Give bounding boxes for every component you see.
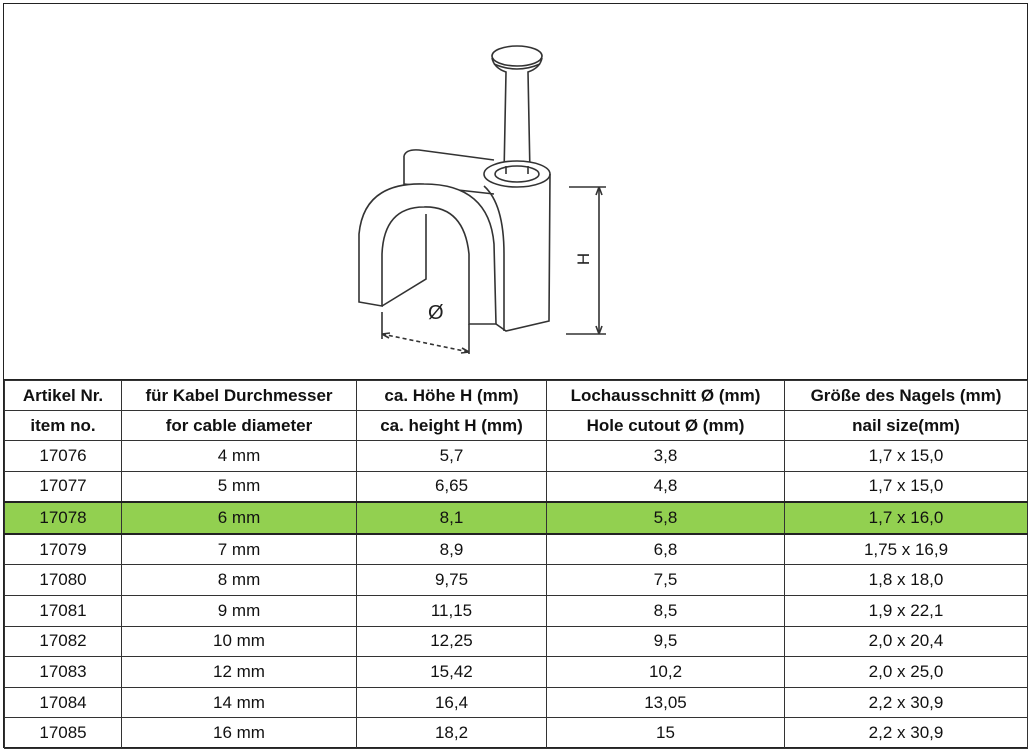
cell-height: 8,9 xyxy=(356,533,547,566)
cell-nail-size: 1,7 x 16,0 xyxy=(784,501,1028,535)
cell-item-no: 17077 xyxy=(4,470,122,503)
cell-height: 18,2 xyxy=(356,717,547,749)
cell-hole-cutout: 13,05 xyxy=(546,686,785,719)
table-row: 17077 5 mm 6,65 4,8 1,7 x 15,0 xyxy=(4,470,1028,503)
header-nail-size-en: nail size(mm) xyxy=(784,410,1028,441)
cell-height: 11,15 xyxy=(356,594,547,627)
cell-hole-cutout: 15 xyxy=(546,717,785,749)
cell-hole-cutout: 10,2 xyxy=(546,656,785,688)
cell-nail-size: 2,0 x 25,0 xyxy=(784,656,1028,688)
cell-height: 6,65 xyxy=(356,470,547,503)
table-row: 17082 10 mm 12,25 9,5 2,0 x 20,4 xyxy=(4,625,1028,658)
cell-height: 5,7 xyxy=(356,440,547,472)
diameter-label: Ø xyxy=(428,302,444,324)
cell-item-no: 17079 xyxy=(4,533,122,566)
header-cable-diameter-en: for cable diameter xyxy=(121,410,357,441)
cell-height: 12,25 xyxy=(356,625,547,658)
cell-item-no: 17085 xyxy=(4,717,122,749)
cell-item-no: 17076 xyxy=(4,440,122,472)
cell-hole-cutout: 7,5 xyxy=(546,564,785,596)
cell-cable-diameter: 5 mm xyxy=(121,470,357,503)
cell-cable-diameter: 12 mm xyxy=(121,656,357,688)
table-row: 17076 4 mm 5,7 3,8 1,7 x 15,0 xyxy=(4,440,1028,472)
product-sheet: Ø H Artikel Nr. für Kabel Durchmesser ca… xyxy=(3,3,1028,749)
cell-hole-cutout: 4,8 xyxy=(546,470,785,503)
cell-item-no: 17084 xyxy=(4,686,122,719)
header-row-de: Artikel Nr. für Kabel Durchmesser ca. Hö… xyxy=(4,380,1028,411)
cell-cable-diameter: 16 mm xyxy=(121,717,357,749)
header-height-de: ca. Höhe H (mm) xyxy=(356,380,547,411)
table-row: 17080 8 mm 9,75 7,5 1,8 x 18,0 xyxy=(4,564,1028,596)
cell-item-no: 17081 xyxy=(4,594,122,627)
cell-cable-diameter: 4 mm xyxy=(121,440,357,472)
cable-clip-drawing: Ø H xyxy=(4,4,1027,380)
header-hole-cutout-en: Hole cutout Ø (mm) xyxy=(546,410,785,441)
cell-nail-size: 2,2 x 30,9 xyxy=(784,686,1028,719)
cell-nail-size: 1,75 x 16,9 xyxy=(784,533,1028,566)
cell-height: 9,75 xyxy=(356,564,547,596)
cell-item-no: 17080 xyxy=(4,564,122,596)
table-row: 17084 14 mm 16,4 13,05 2,2 x 30,9 xyxy=(4,686,1028,719)
cell-hole-cutout: 3,8 xyxy=(546,440,785,472)
cell-cable-diameter: 7 mm xyxy=(121,533,357,566)
cell-nail-size: 1,8 x 18,0 xyxy=(784,564,1028,596)
cell-hole-cutout: 9,5 xyxy=(546,625,785,658)
header-hole-cutout-de: Lochausschnitt Ø (mm) xyxy=(546,380,785,411)
cell-nail-size: 2,2 x 30,9 xyxy=(784,717,1028,749)
cell-cable-diameter: 14 mm xyxy=(121,686,357,719)
header-item-no-de: Artikel Nr. xyxy=(4,380,122,411)
cell-item-no: 17082 xyxy=(4,625,122,658)
cell-nail-size: 1,9 x 22,1 xyxy=(784,594,1028,627)
header-row-en: item no. for cable diameter ca. height H… xyxy=(4,410,1028,441)
cell-cable-diameter: 6 mm xyxy=(121,501,357,535)
cell-cable-diameter: 10 mm xyxy=(121,625,357,658)
header-cable-diameter-de: für Kabel Durchmesser xyxy=(121,380,357,411)
cell-item-no: 17078 xyxy=(4,501,122,535)
header-item-no-en: item no. xyxy=(4,410,122,441)
cell-hole-cutout: 8,5 xyxy=(546,594,785,627)
cell-height: 8,1 xyxy=(356,501,547,535)
table-row: 17081 9 mm 11,15 8,5 1,9 x 22,1 xyxy=(4,594,1028,627)
table-row: 17078 6 mm 8,1 5,8 1,7 x 16,0 xyxy=(4,501,1028,535)
cell-nail-size: 2,0 x 20,4 xyxy=(784,625,1028,658)
cell-item-no: 17083 xyxy=(4,656,122,688)
cell-cable-diameter: 8 mm xyxy=(121,564,357,596)
header-nail-size-de: Größe des Nagels (mm) xyxy=(784,380,1028,411)
table-row: 17079 7 mm 8,9 6,8 1,75 x 16,9 xyxy=(4,533,1028,566)
cell-height: 15,42 xyxy=(356,656,547,688)
cell-nail-size: 1,7 x 15,0 xyxy=(784,440,1028,472)
header-height-en: ca. height H (mm) xyxy=(356,410,547,441)
table-row: 17085 16 mm 18,2 15 2,2 x 30,9 xyxy=(4,717,1028,749)
cell-height: 16,4 xyxy=(356,686,547,719)
product-table: Artikel Nr. für Kabel Durchmesser ca. Hö… xyxy=(4,380,1028,749)
height-label: H xyxy=(574,253,593,265)
cell-hole-cutout: 6,8 xyxy=(546,533,785,566)
table-row: 17083 12 mm 15,42 10,2 2,0 x 25,0 xyxy=(4,656,1028,688)
cell-cable-diameter: 9 mm xyxy=(121,594,357,627)
cell-nail-size: 1,7 x 15,0 xyxy=(784,470,1028,503)
cell-hole-cutout: 5,8 xyxy=(546,501,785,535)
